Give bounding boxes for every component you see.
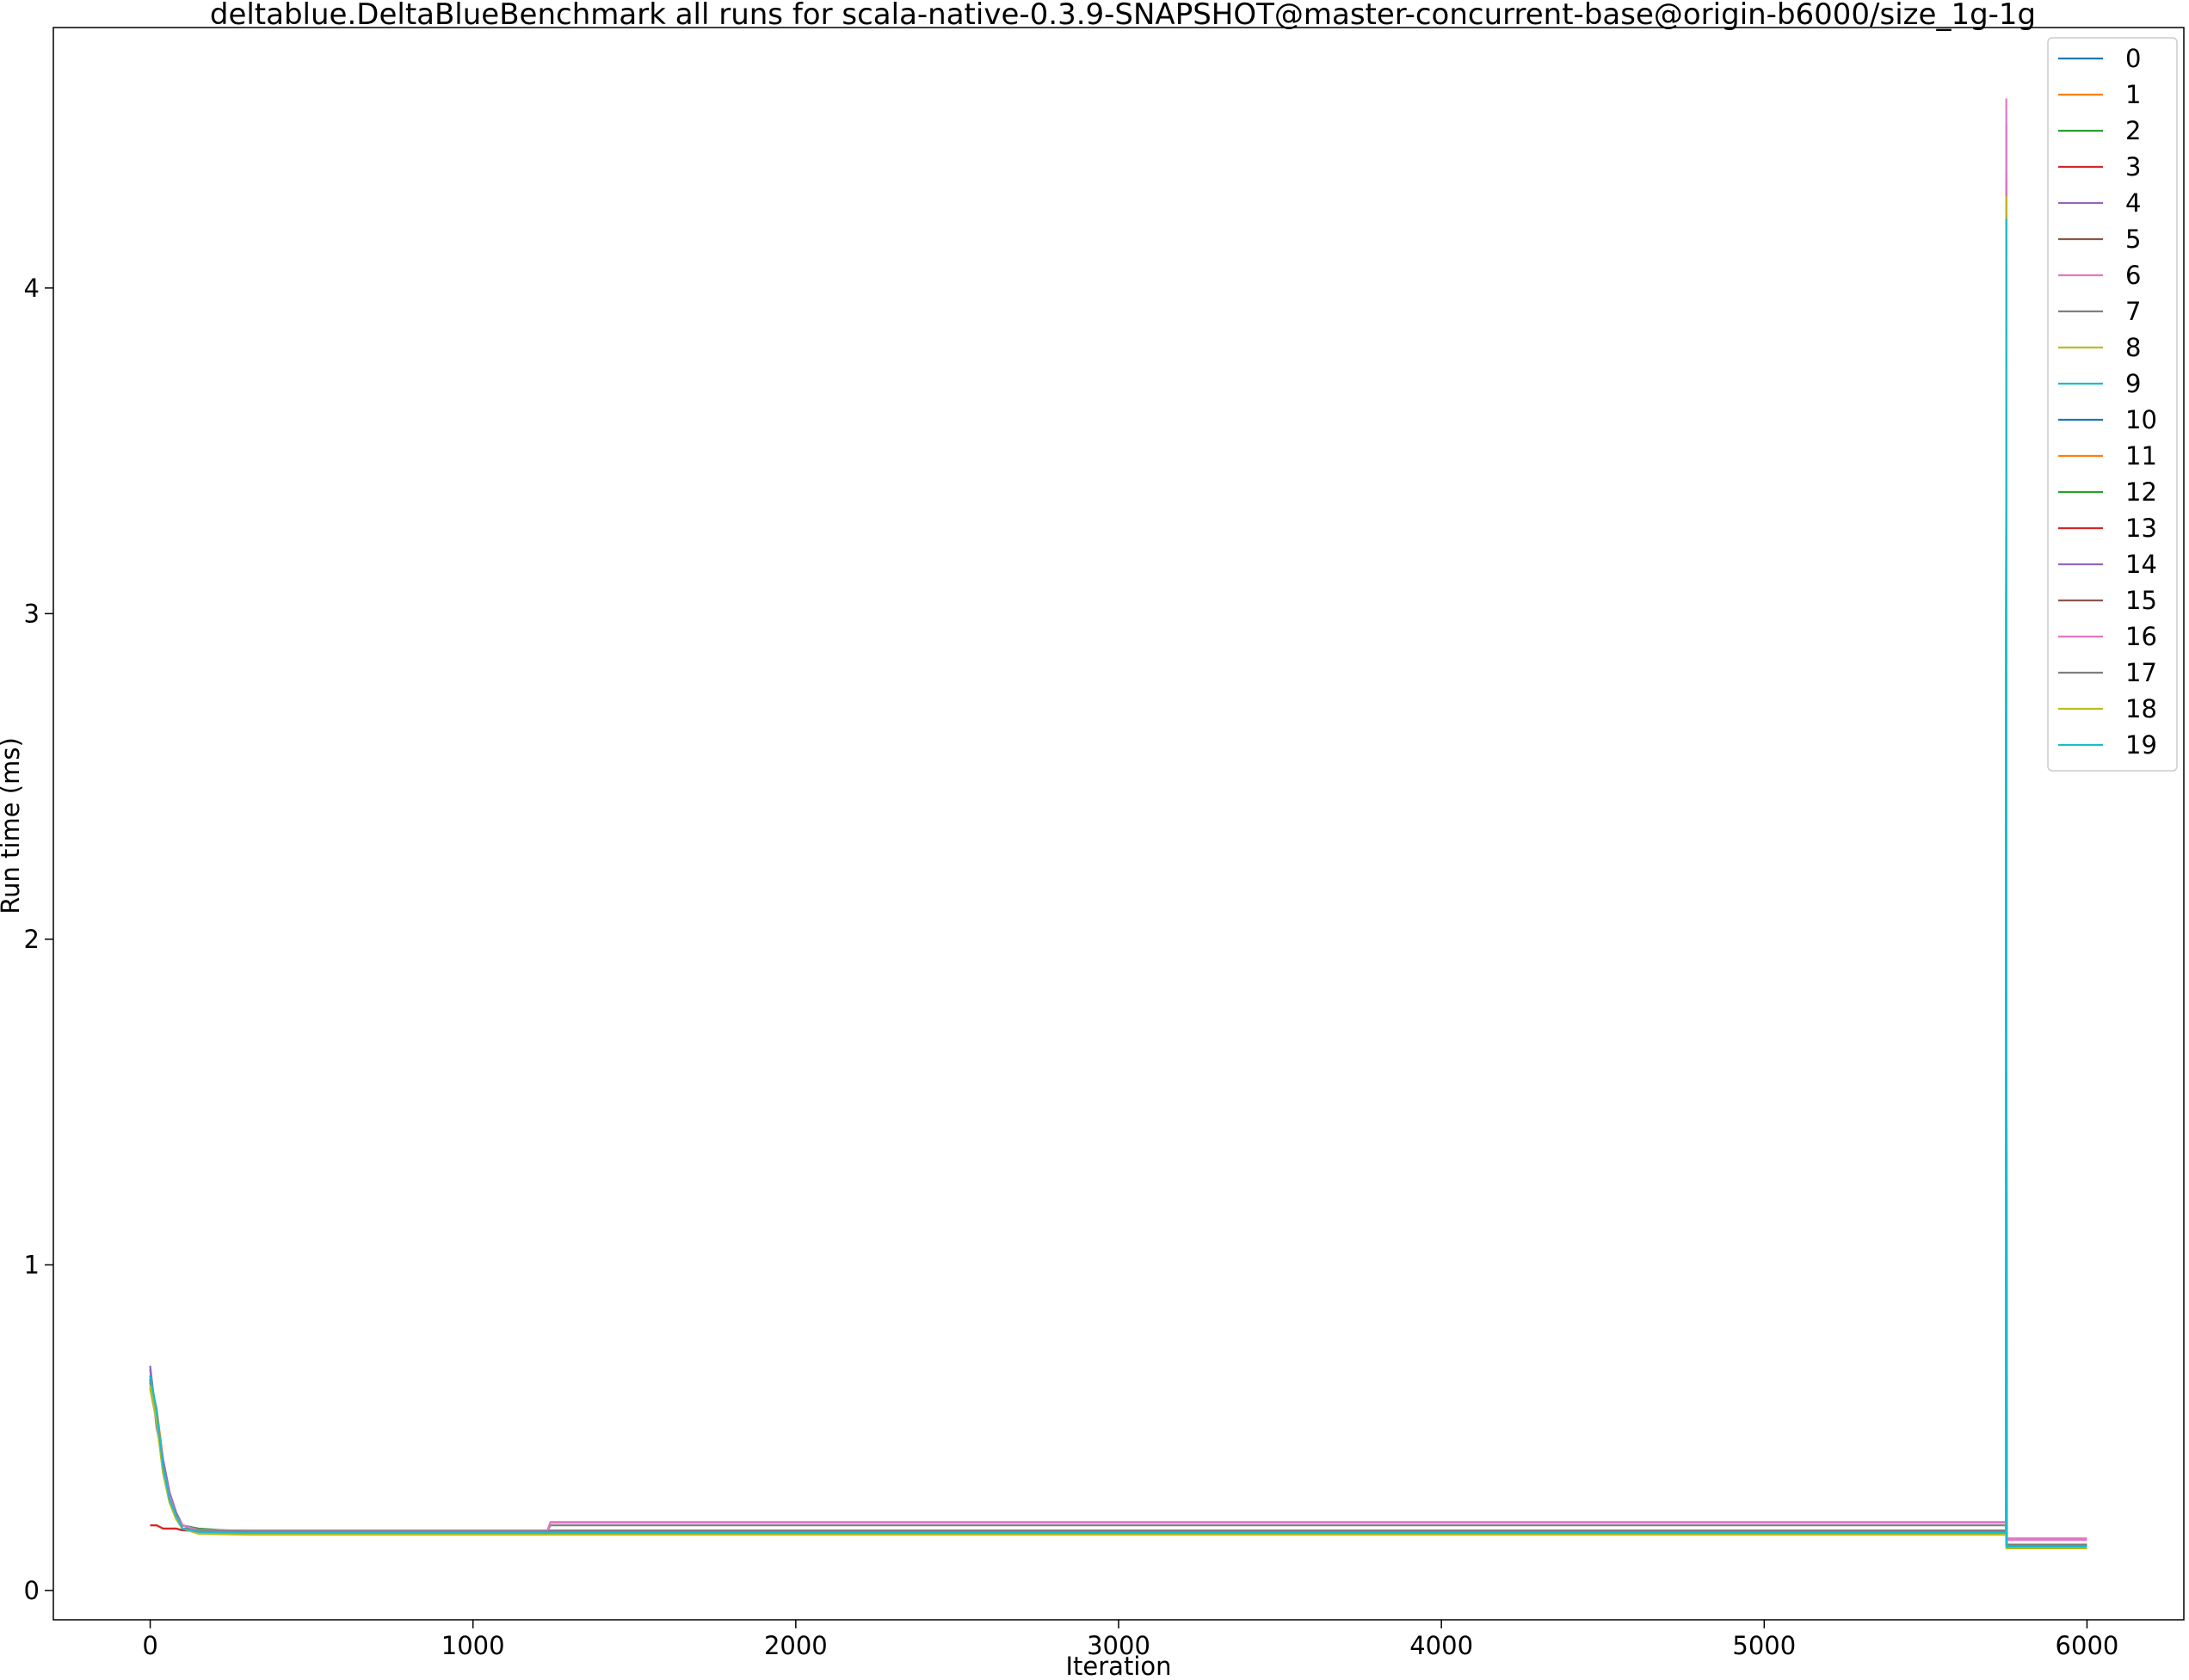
legend-label-7: 7 <box>2125 297 2141 326</box>
legend-label-10: 10 <box>2125 405 2157 434</box>
x-axis: 0 1000 2000 3000 4000 5000 6000 <box>142 1620 2118 1660</box>
legend-label-6: 6 <box>2125 261 2141 290</box>
legend-label-14: 14 <box>2125 550 2157 579</box>
legend-label-12: 12 <box>2125 477 2157 507</box>
legend-label-9: 9 <box>2125 369 2141 398</box>
legend-label-8: 8 <box>2125 333 2141 362</box>
legend-label-3: 3 <box>2125 152 2141 182</box>
x-axis-label: Iteration <box>1065 1652 1171 1680</box>
series-line-19 <box>149 218 2087 1548</box>
x-tick-label: 6000 <box>2056 1631 2119 1660</box>
legend-label-19: 19 <box>2125 730 2157 760</box>
legend-label-1: 1 <box>2125 80 2141 109</box>
y-tick-label: 1 <box>24 1250 40 1279</box>
y-tick-label: 3 <box>24 599 40 628</box>
legend-label-5: 5 <box>2125 225 2141 254</box>
x-tick-label: 0 <box>142 1631 157 1660</box>
legend-label-16: 16 <box>2125 622 2157 651</box>
legend-label-11: 11 <box>2125 441 2157 471</box>
chart-title: deltablue.DeltaBlueBenchmark all runs fo… <box>210 0 2036 32</box>
y-axis-label: Run time (ms) <box>0 737 25 914</box>
legend-label-13: 13 <box>2125 514 2157 543</box>
legend-label-15: 15 <box>2125 586 2157 615</box>
plot-lines <box>149 98 2087 1549</box>
x-tick-label: 3000 <box>1087 1631 1150 1660</box>
x-tick-label: 1000 <box>441 1631 505 1660</box>
y-axis: 0 1 2 3 4 <box>24 274 53 1605</box>
x-tick-label: 2000 <box>764 1631 828 1660</box>
x-tick-label: 5000 <box>1732 1631 1796 1660</box>
legend-label-17: 17 <box>2125 658 2157 687</box>
y-tick-label: 4 <box>24 274 40 303</box>
y-tick-label: 2 <box>24 925 40 954</box>
legend-label-2: 2 <box>2125 116 2141 145</box>
legend-label-4: 4 <box>2125 188 2141 218</box>
legend-box <box>2047 37 2178 772</box>
x-tick-label: 4000 <box>1409 1631 1473 1660</box>
y-tick-label: 0 <box>24 1576 40 1605</box>
legend-label-18: 18 <box>2125 694 2157 723</box>
legend-label-0: 0 <box>2125 44 2141 73</box>
